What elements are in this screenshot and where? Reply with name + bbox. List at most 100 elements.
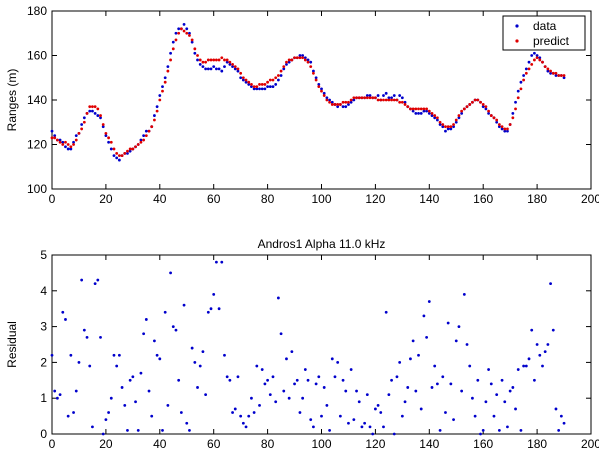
data-point — [436, 382, 439, 385]
data-point — [191, 39, 194, 42]
data-point — [91, 425, 94, 428]
data-point — [142, 332, 145, 335]
data-point — [121, 386, 124, 389]
x-tick-label: 80 — [261, 437, 275, 451]
data-point — [344, 105, 347, 108]
data-point — [234, 65, 237, 68]
data-point — [277, 79, 280, 82]
data-point — [188, 34, 191, 37]
data-point — [191, 347, 194, 350]
data-point — [409, 108, 412, 111]
data-point — [379, 411, 382, 414]
data-point — [301, 397, 304, 400]
x-tick-label: 0 — [49, 192, 56, 206]
data-point — [145, 318, 148, 321]
data-point — [552, 329, 555, 332]
data-point — [59, 393, 62, 396]
data-point — [210, 59, 213, 62]
data-point — [382, 94, 385, 97]
x-tick-label: 40 — [153, 437, 167, 451]
data-point — [315, 79, 318, 82]
y-tick-label: 2 — [40, 355, 47, 369]
data-point — [253, 411, 256, 414]
data-point — [212, 65, 215, 68]
data-point — [498, 123, 501, 126]
data-point — [476, 379, 479, 382]
data-point — [83, 116, 86, 119]
data-point — [266, 81, 269, 84]
data-point — [458, 325, 461, 328]
data-point — [83, 121, 86, 124]
data-point — [204, 61, 207, 64]
data-point — [164, 76, 167, 79]
data-point — [425, 336, 428, 339]
data-point — [145, 134, 148, 137]
data-point — [460, 110, 463, 113]
data-point — [398, 101, 401, 104]
y-axis-label: Residual — [5, 321, 19, 368]
data-point — [560, 415, 563, 418]
data-point — [269, 393, 272, 396]
data-point — [156, 105, 159, 108]
data-point — [207, 67, 210, 70]
data-point — [352, 96, 355, 99]
data-point — [196, 54, 199, 57]
data-point — [525, 365, 528, 368]
y-tick-label: 0 — [40, 427, 47, 441]
data-point — [280, 70, 283, 73]
data-point — [325, 99, 328, 102]
data-point — [150, 415, 153, 418]
data-point — [266, 379, 269, 382]
data-point — [183, 23, 186, 26]
data-point — [177, 27, 180, 30]
data-point — [51, 136, 54, 139]
data-point — [204, 67, 207, 70]
data-point — [514, 408, 517, 411]
data-point — [156, 110, 159, 113]
data-point — [484, 105, 487, 108]
data-point — [471, 101, 474, 104]
data-point — [433, 114, 436, 117]
y-tick-label: 100 — [27, 182, 47, 196]
data-point — [272, 85, 275, 88]
data-point — [439, 121, 442, 124]
data-point — [393, 433, 396, 436]
data-point — [80, 123, 83, 126]
data-point — [525, 67, 528, 70]
data-point — [350, 99, 353, 102]
data-point — [495, 393, 498, 396]
data-point — [293, 382, 296, 385]
data-point — [347, 101, 350, 104]
data-point — [145, 130, 148, 133]
data-point — [137, 429, 140, 432]
data-point — [503, 400, 506, 403]
data-point — [175, 39, 178, 42]
y-axis-label: Ranges (m) — [5, 69, 19, 132]
data-point — [530, 329, 533, 332]
data-point — [75, 390, 78, 393]
data-point — [414, 108, 417, 111]
data-point — [261, 368, 264, 371]
data-point — [315, 382, 318, 385]
data-point — [123, 404, 126, 407]
data-point — [158, 99, 161, 102]
data-point — [269, 79, 272, 82]
data-point — [377, 404, 380, 407]
x-tick-label: 120 — [365, 192, 385, 206]
data-point — [94, 105, 97, 108]
data-point — [385, 92, 388, 95]
data-point — [288, 59, 291, 62]
data-point — [80, 279, 83, 282]
data-point — [172, 41, 175, 44]
data-point — [242, 76, 245, 79]
legend-label: data — [533, 19, 557, 33]
data-point — [272, 79, 275, 82]
data-point — [91, 110, 94, 113]
data-point — [361, 96, 364, 99]
data-point — [96, 279, 99, 282]
data-point — [307, 61, 310, 64]
data-point — [110, 397, 113, 400]
data-point — [538, 354, 541, 357]
data-point — [301, 56, 304, 59]
data-point — [228, 379, 231, 382]
